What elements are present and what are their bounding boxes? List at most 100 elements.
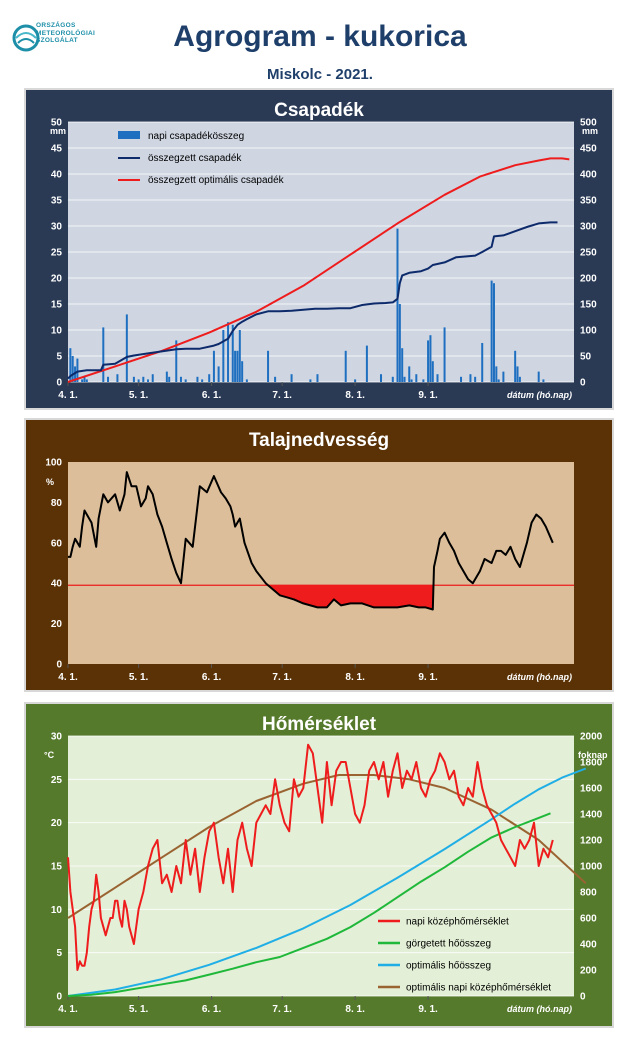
plot-area <box>68 462 574 664</box>
precip-bar <box>227 322 230 382</box>
precip-bar <box>365 345 368 382</box>
y-tick-label: 5 <box>56 948 62 959</box>
y-right-tick-label: 300 <box>580 222 597 233</box>
legend-label: összegzett optimális csapadék <box>148 175 285 186</box>
precip-bar <box>107 376 110 382</box>
y-right-tick-label: 400 <box>580 940 597 951</box>
precip-bar <box>201 379 204 382</box>
precip-bar <box>290 374 293 382</box>
y-tick-label: 10 <box>51 905 63 916</box>
legend-label: napi középhőmérséklet <box>406 917 509 928</box>
precip-bar <box>495 366 498 382</box>
y-right-unit-label: foknap <box>578 750 608 760</box>
precip-bar <box>431 361 434 382</box>
x-tick-label: 5. 1. <box>129 672 149 683</box>
optimal-daily-temp-line <box>67 774 587 919</box>
precip-bar <box>76 358 79 382</box>
precip-bar <box>316 374 319 382</box>
y-tick-label: 25 <box>51 248 63 259</box>
precip-bar <box>81 379 84 382</box>
precip-bar <box>502 371 505 382</box>
precip-bar <box>245 379 248 382</box>
precip-bar <box>116 374 119 382</box>
y-tick-label: 20 <box>51 818 63 829</box>
y-tick-label: 40 <box>51 170 63 181</box>
x-tick-label: 8. 1. <box>345 672 365 683</box>
precip-bar <box>443 327 446 382</box>
y-right-tick-label: 0 <box>580 378 586 389</box>
y-right-tick-label: 1600 <box>580 784 603 795</box>
precip-bar <box>151 374 154 382</box>
y-tick-label: 5 <box>56 352 62 363</box>
precip-bar <box>497 379 500 382</box>
precip-bar <box>208 374 211 382</box>
precip-bar <box>516 366 519 382</box>
precip-bar <box>102 327 105 382</box>
y-tick-label: 25 <box>51 775 63 786</box>
y-right-tick-label: 1800 <box>580 758 603 769</box>
legend-label: görgetett hőösszeg <box>406 939 491 950</box>
y-right-tick-label: 400 <box>580 170 597 181</box>
precip-bar <box>222 330 225 382</box>
precip-bar <box>490 280 493 382</box>
y-tick-label: 50 <box>51 118 63 129</box>
y-right-tick-label: 150 <box>580 300 597 311</box>
x-axis-label: dátum (hó.nap) <box>507 390 572 400</box>
page-subtitle: Miskolc - 2021. <box>267 66 373 83</box>
y-tick-label: 80 <box>51 498 63 509</box>
precip-bar <box>427 340 430 382</box>
precip-bar <box>217 366 220 382</box>
precip-bar <box>429 335 432 382</box>
precip-bar <box>398 304 401 382</box>
x-tick-label: 7. 1. <box>272 1004 292 1015</box>
y-right-tick-label: 200 <box>580 966 597 977</box>
y-tick-label: 30 <box>51 222 63 233</box>
y-tick-label: 10 <box>51 326 63 337</box>
precip-bar <box>142 376 145 382</box>
precip-bar <box>85 379 88 382</box>
precip-bar <box>231 324 234 382</box>
legend-swatch-bar <box>118 131 140 139</box>
y-right-tick-label: 350 <box>580 196 597 207</box>
precip-bar <box>514 350 517 382</box>
logo-text: ORSZÁGOS METEOROLÓGIAI SZOLGÁLAT <box>36 22 95 45</box>
y-right-tick-label: 250 <box>580 248 597 259</box>
y-unit-label: mm <box>50 126 66 136</box>
y-unit-label: °C <box>44 750 55 760</box>
precip-bar <box>391 376 394 382</box>
legend-label: napi csapadékösszeg <box>148 131 244 142</box>
y-tick-label: 0 <box>56 660 62 671</box>
x-tick-label: 6. 1. <box>202 1004 222 1015</box>
x-tick-label: 7. 1. <box>272 672 292 683</box>
precip-bar <box>492 283 495 382</box>
daily-mean-temp-line <box>67 743 554 971</box>
precip-bar <box>83 376 86 382</box>
y-tick-label: 20 <box>51 274 63 285</box>
x-tick-label: 6. 1. <box>202 672 222 683</box>
precip-bar <box>415 374 418 382</box>
precip-bar <box>542 379 545 382</box>
precip-bar <box>481 343 484 382</box>
precip-bar <box>354 379 357 382</box>
chart-title: Talajnedvesség <box>249 430 389 451</box>
precip-bar <box>238 330 241 382</box>
precip-bar <box>125 314 128 382</box>
x-tick-label: 6. 1. <box>202 390 222 401</box>
precip-bar <box>460 376 463 382</box>
precip-bar <box>147 379 150 382</box>
y-tick-label: 40 <box>51 579 63 590</box>
x-tick-label: 4. 1. <box>58 390 78 401</box>
precip-bar <box>518 376 521 382</box>
y-right-tick-label: 50 <box>580 352 592 363</box>
precip-bar <box>380 374 383 382</box>
y-right-tick-label: 800 <box>580 888 597 899</box>
precip-bar <box>396 228 399 382</box>
optimal-heat-sum-line <box>67 767 587 997</box>
precip-bar <box>474 376 477 382</box>
y-tick-label: 15 <box>51 300 63 311</box>
legend-label: összegzett csapadék <box>148 153 242 164</box>
precip-bar <box>236 350 239 382</box>
y-right-tick-label: 1200 <box>580 836 603 847</box>
precip-bar <box>69 348 72 382</box>
legend-label: optimális hőösszeg <box>406 961 491 972</box>
